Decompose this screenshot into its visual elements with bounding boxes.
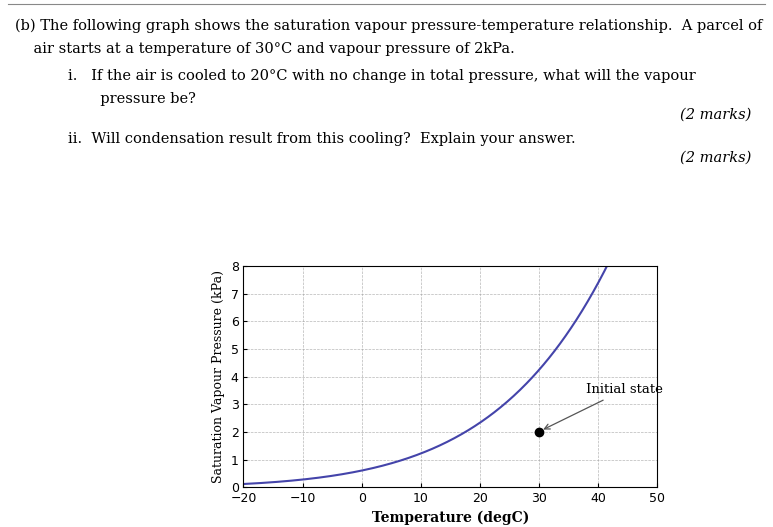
Text: pressure be?: pressure be?: [31, 92, 196, 106]
Text: (b) The following graph shows the saturation vapour pressure-temperature relatio: (b) The following graph shows the satura…: [15, 18, 763, 33]
Text: Initial state: Initial state: [544, 383, 663, 429]
Text: (2 marks): (2 marks): [680, 150, 751, 164]
X-axis label: Temperature (degC): Temperature (degC): [372, 511, 529, 525]
Y-axis label: Saturation Vapour Pressure (kPa): Saturation Vapour Pressure (kPa): [212, 270, 225, 483]
Text: ii.  Will condensation result from this cooling?  Explain your answer.: ii. Will condensation result from this c…: [31, 132, 576, 146]
Text: air starts at a temperature of 30°C and vapour pressure of 2kPa.: air starts at a temperature of 30°C and …: [15, 42, 516, 56]
Text: (2 marks): (2 marks): [680, 108, 751, 122]
Text: i.   If the air is cooled to 20°C with no change in total pressure, what will th: i. If the air is cooled to 20°C with no …: [31, 69, 696, 83]
